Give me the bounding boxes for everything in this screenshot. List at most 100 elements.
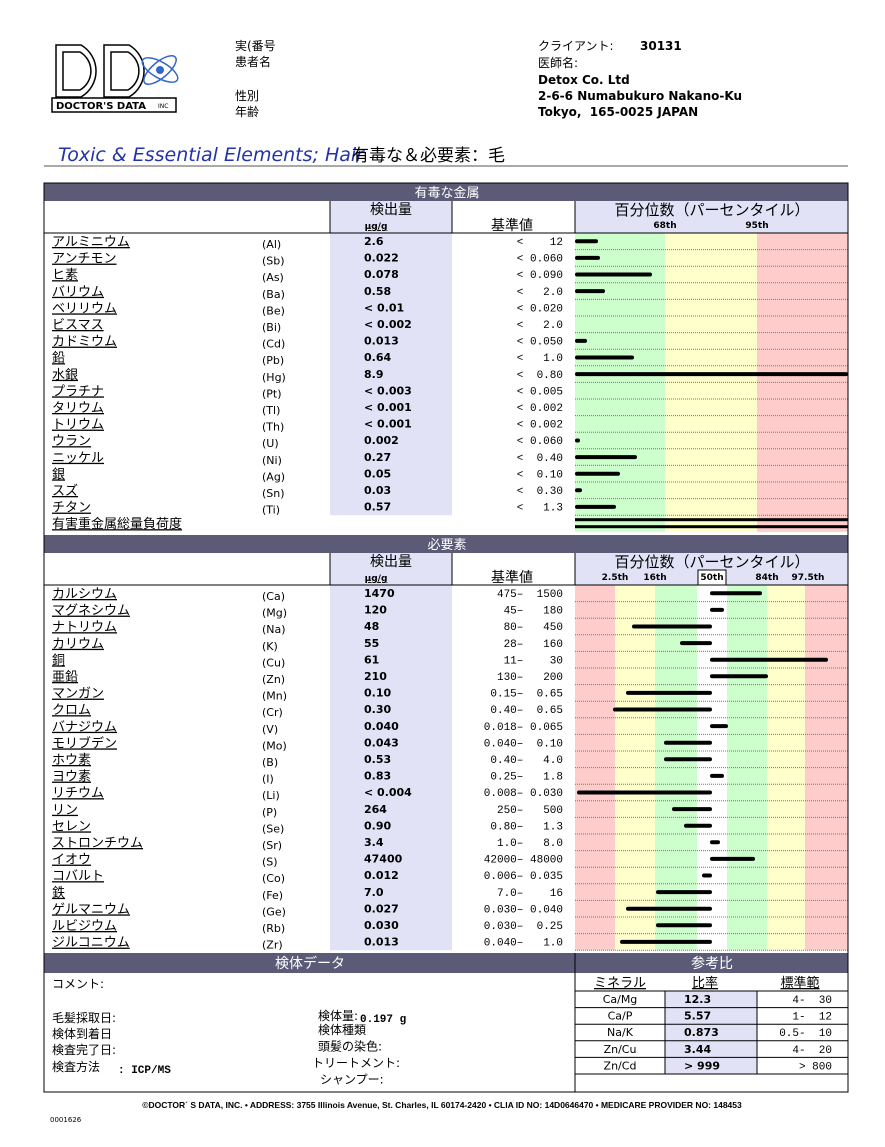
element-symbol: (Al) — [262, 238, 281, 251]
element-symbol: (Tl) — [262, 404, 280, 417]
patient-label: 年齢 — [235, 104, 259, 119]
address-line: 2-6-6 Numabukuro Nakano-Ku — [538, 89, 742, 103]
element-result: 3.4 — [364, 836, 384, 849]
section-heading-bar — [44, 183, 848, 201]
element-range: < 2.0 — [517, 287, 563, 299]
element-range: 28– 160 — [504, 639, 563, 651]
section-heading-bar — [44, 535, 848, 553]
ratio-value: 12.3 — [684, 993, 711, 1006]
element-range: 45– 180 — [504, 606, 563, 618]
element-symbol: (Sb) — [262, 255, 285, 268]
percentile-bar — [575, 338, 587, 343]
element-name: アルミニウム — [52, 235, 130, 250]
element-result: 0.078 — [364, 268, 399, 281]
percentile-bar — [702, 873, 712, 878]
element-range: < 2.0 — [517, 320, 563, 332]
element-symbol: (As) — [262, 271, 284, 284]
title-en: Toxic & Essential Elements; Hair — [58, 144, 365, 166]
percentile-bar — [680, 641, 712, 646]
element-symbol: (Ti) — [262, 504, 280, 517]
element-symbol: (I) — [262, 773, 274, 786]
element-name: ビスマス — [52, 318, 104, 333]
col-unit: µg/g — [365, 574, 388, 584]
element-range: < 12 — [517, 237, 563, 249]
specimen-heading: 検体データ — [275, 955, 345, 972]
element-symbol: (Pt) — [262, 387, 282, 400]
percentile-bar — [575, 289, 605, 294]
element-result: 0.012 — [364, 869, 399, 882]
element-range: 0.40– 0.65 — [490, 705, 563, 717]
element-result: 0.022 — [364, 252, 399, 265]
median-box — [697, 569, 727, 586]
percentile-bar — [710, 607, 724, 612]
percentile-bar — [684, 823, 712, 828]
element-range: < 1.3 — [517, 503, 563, 515]
element-result: 0.002 — [364, 434, 399, 447]
element-range: 0.80– 1.3 — [490, 821, 563, 833]
element-range: 7.0– 16 — [497, 888, 563, 900]
element-result: 2.6 — [364, 235, 384, 248]
percentile-bar — [577, 790, 712, 795]
percentile-bar — [626, 906, 712, 911]
element-result: 0.013 — [364, 335, 399, 348]
element-range: 0.006– 0.035 — [484, 871, 563, 883]
element-name: ウラン — [52, 434, 91, 449]
percentile-bar — [575, 255, 600, 260]
col-result: 検出量 — [370, 554, 412, 570]
element-name: クロム — [52, 703, 91, 718]
element-range: 11– 30 — [504, 655, 563, 667]
element-symbol: (Ag) — [262, 470, 285, 483]
element-result: 0.03 — [364, 484, 391, 497]
element-symbol: (Li) — [262, 789, 280, 802]
element-name: バリウム — [52, 285, 104, 300]
element-result: 61 — [364, 653, 379, 666]
element-result: < 0.003 — [364, 384, 412, 397]
ratio-name: Ca/Mg — [603, 993, 638, 1006]
address-line: Tokyo, 165-0025 JAPAN — [538, 105, 698, 119]
element-symbol: (Be) — [262, 304, 285, 317]
element-symbol: (Ca) — [262, 590, 285, 603]
element-result: 1470 — [364, 587, 395, 600]
element-name: ニッケル — [52, 451, 104, 466]
element-result: 0.58 — [364, 285, 391, 298]
element-range: 42000– 48000 — [484, 855, 563, 867]
detail-label: 頭髪の染色: — [318, 1039, 382, 1054]
element-range: < 0.80 — [517, 370, 563, 382]
element-name: ベリリウム — [52, 301, 117, 316]
col-ref: 基準値 — [491, 569, 533, 586]
percentile-bar — [620, 939, 712, 944]
percentile-label: 68th — [653, 221, 676, 231]
percentile-label: 84th — [755, 573, 778, 583]
element-name: バナジウム — [52, 720, 117, 735]
ratios-heading: 参考比 — [691, 955, 733, 972]
element-range: 0.030– 0.040 — [484, 904, 563, 916]
element-name: スズ — [52, 483, 78, 499]
ratio-value: > 999 — [684, 1059, 720, 1072]
element-symbol: (Na) — [262, 623, 286, 636]
element-symbol: (S) — [262, 856, 278, 869]
logo-inc: INC — [158, 103, 168, 110]
element-range: 0.040– 1.0 — [484, 938, 563, 950]
element-result: 8.9 — [364, 368, 384, 381]
ratio-col-header: 標準範 — [780, 975, 819, 991]
element-range: < 0.005 — [517, 386, 563, 398]
result-column — [330, 201, 452, 516]
element-range: 250– 500 — [497, 805, 563, 817]
element-symbol: (Rb) — [262, 922, 285, 935]
ratio-value: 0.873 — [684, 1026, 719, 1039]
title-ja: 有毒な＆必要素：毛 — [352, 146, 505, 166]
element-result: 0.027 — [364, 902, 399, 915]
element-name: プラチナ — [52, 384, 104, 399]
percentile-label: 50th — [700, 573, 723, 583]
element-symbol: (Cu) — [262, 656, 285, 669]
client-label: クライアント: — [538, 39, 614, 53]
element-symbol: (Ni) — [262, 454, 282, 467]
element-name: 鉛 — [52, 351, 65, 366]
date-label: 毛髪採取日: — [52, 1011, 116, 1025]
ratio-range: 4- 30 — [792, 995, 832, 1007]
element-result: < 0.01 — [364, 301, 404, 314]
percentile-bar — [710, 674, 768, 679]
total-label: 有害重金属総量負荷度 — [52, 516, 182, 532]
element-name: アンチモン — [52, 252, 116, 267]
element-result: 48 — [364, 620, 379, 633]
